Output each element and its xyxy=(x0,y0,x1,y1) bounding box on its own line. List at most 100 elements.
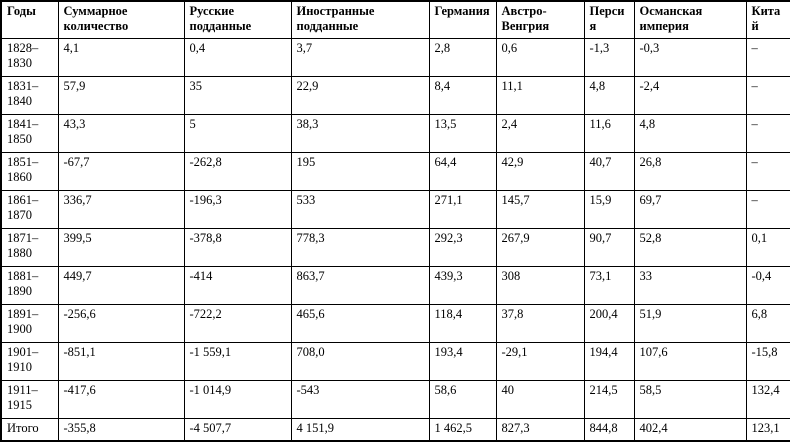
value-cell: 0,1 xyxy=(745,228,790,267)
value-cell: 107,6 xyxy=(633,342,747,381)
value-cell: 42,9 xyxy=(495,152,585,191)
table-row: 1861–1870 336,7 -196,3 533 271,1 145,7 15,9 69,… xyxy=(0,190,790,229)
value-cell: 38,3 xyxy=(290,114,430,153)
column-header: Османская империя xyxy=(633,0,747,39)
value-cell: 40 xyxy=(495,380,585,419)
column-header: Годы xyxy=(0,0,59,39)
value-cell: -417,6 xyxy=(57,380,185,419)
value-cell: 4,8 xyxy=(583,76,635,115)
value-cell: 33 xyxy=(633,266,747,305)
table-row: 1911–1915 -417,6 -1 014,9 -543 58,6 40 214,5 58… xyxy=(0,380,790,419)
column-header: Австро-Венгрия xyxy=(495,0,585,39)
value-cell: – xyxy=(745,114,790,153)
value-cell: 118,4 xyxy=(428,304,497,343)
value-cell: 4 151,9 xyxy=(290,418,430,441)
table-row: 1881–1890 449,7 -414 863,7 439,3 308 73,1 33 -0,… xyxy=(0,266,790,305)
table-body: 1828–1830 4,1 0,4 3,7 2,8 0,6 -1,3 -0,3–1831–18… xyxy=(0,38,790,441)
value-cell: -1 559,1 xyxy=(183,342,292,381)
value-cell: 15,9 xyxy=(583,190,635,229)
value-cell: -256,6 xyxy=(57,304,185,343)
value-cell: – xyxy=(745,152,790,191)
value-cell: 5 xyxy=(183,114,292,153)
row-label: Итого xyxy=(0,418,59,441)
value-cell: – xyxy=(745,190,790,229)
value-cell: 90,7 xyxy=(583,228,635,267)
column-header: Китай xyxy=(745,0,790,39)
value-cell: 336,7 xyxy=(57,190,185,229)
value-cell: 827,3 xyxy=(495,418,585,441)
value-cell: 0,6 xyxy=(495,38,585,77)
column-header: Иностранные подданные xyxy=(290,0,430,39)
table-header: Годы Суммарное количество Русские подданны… xyxy=(0,0,790,39)
value-cell: 3,7 xyxy=(290,38,430,77)
value-cell: 708,0 xyxy=(290,342,430,381)
column-header: Персия xyxy=(583,0,635,39)
value-cell: 465,6 xyxy=(290,304,430,343)
value-cell: -414 xyxy=(183,266,292,305)
value-cell: 0,4 xyxy=(183,38,292,77)
table-row: 1841–1850 43,3 5 38,3 13,5 2,4 11,6 4,8– xyxy=(0,114,790,153)
value-cell: -378,8 xyxy=(183,228,292,267)
value-cell: -67,7 xyxy=(57,152,185,191)
value-cell: -4 507,7 xyxy=(183,418,292,441)
value-cell: 51,9 xyxy=(633,304,747,343)
value-cell: -29,1 xyxy=(495,342,585,381)
value-cell: 40,7 xyxy=(583,152,635,191)
value-cell: 200,4 xyxy=(583,304,635,343)
value-cell: 439,3 xyxy=(428,266,497,305)
value-cell: -0,4 xyxy=(745,266,790,305)
row-label: 1831–1840 xyxy=(0,76,59,115)
value-cell: -1,3 xyxy=(583,38,635,77)
value-cell: 8,4 xyxy=(428,76,497,115)
value-cell: 533 xyxy=(290,190,430,229)
value-cell: 292,3 xyxy=(428,228,497,267)
value-cell: 132,4 xyxy=(745,380,790,419)
total-row: Итого -355,8 -4 507,7 4 151,9 1 462,5 827,3 84… xyxy=(0,418,790,441)
value-cell: 6,8 xyxy=(745,304,790,343)
value-cell: 22,9 xyxy=(290,76,430,115)
value-cell: 11,1 xyxy=(495,76,585,115)
table-row: 1871–1880 399,5 -378,8 778,3 292,3 267,9 90,7 5… xyxy=(0,228,790,267)
value-cell: -543 xyxy=(290,380,430,419)
row-label: 1901–1910 xyxy=(0,342,59,381)
value-cell: 449,7 xyxy=(57,266,185,305)
value-cell: 2,4 xyxy=(495,114,585,153)
value-cell: 4,1 xyxy=(57,38,185,77)
value-cell: 844,8 xyxy=(583,418,635,441)
row-label: 1871–1880 xyxy=(0,228,59,267)
value-cell: 58,5 xyxy=(633,380,747,419)
row-label: 1851–1860 xyxy=(0,152,59,191)
value-cell: -2,4 xyxy=(633,76,747,115)
value-cell: 214,5 xyxy=(583,380,635,419)
value-cell: 52,8 xyxy=(633,228,747,267)
value-cell: 35 xyxy=(183,76,292,115)
value-cell: 4,8 xyxy=(633,114,747,153)
value-cell: 11,6 xyxy=(583,114,635,153)
value-cell: – xyxy=(745,76,790,115)
row-label: 1911–1915 xyxy=(0,380,59,419)
value-cell: -1 014,9 xyxy=(183,380,292,419)
table-row: 1891–1900 -256,6 -722,2 465,6 118,4 37,8 200,4… xyxy=(0,304,790,343)
table-row: 1901–1910 -851,1 -1 559,1 708,0 193,4 -29,1 19… xyxy=(0,342,790,381)
value-cell: 399,5 xyxy=(57,228,185,267)
table-row: 1851–1860 -67,7 -262,8 195 64,4 42,9 40,7 26,8– xyxy=(0,152,790,191)
row-label: 1881–1890 xyxy=(0,266,59,305)
value-cell: 193,4 xyxy=(428,342,497,381)
value-cell: -196,3 xyxy=(183,190,292,229)
row-label: 1861–1870 xyxy=(0,190,59,229)
value-cell: – xyxy=(745,38,790,77)
value-cell: 1 462,5 xyxy=(428,418,497,441)
value-cell: 43,3 xyxy=(57,114,185,153)
value-cell: 2,8 xyxy=(428,38,497,77)
table-row: 1828–1830 4,1 0,4 3,7 2,8 0,6 -1,3 -0,3– xyxy=(0,38,790,77)
value-cell: 26,8 xyxy=(633,152,747,191)
value-cell: 778,3 xyxy=(290,228,430,267)
column-header: Суммарное количество xyxy=(57,0,185,39)
row-label: 1891–1900 xyxy=(0,304,59,343)
value-cell: 64,4 xyxy=(428,152,497,191)
value-cell: 57,9 xyxy=(57,76,185,115)
value-cell: 13,5 xyxy=(428,114,497,153)
value-cell: 863,7 xyxy=(290,266,430,305)
value-cell: 195 xyxy=(290,152,430,191)
value-cell: 194,4 xyxy=(583,342,635,381)
